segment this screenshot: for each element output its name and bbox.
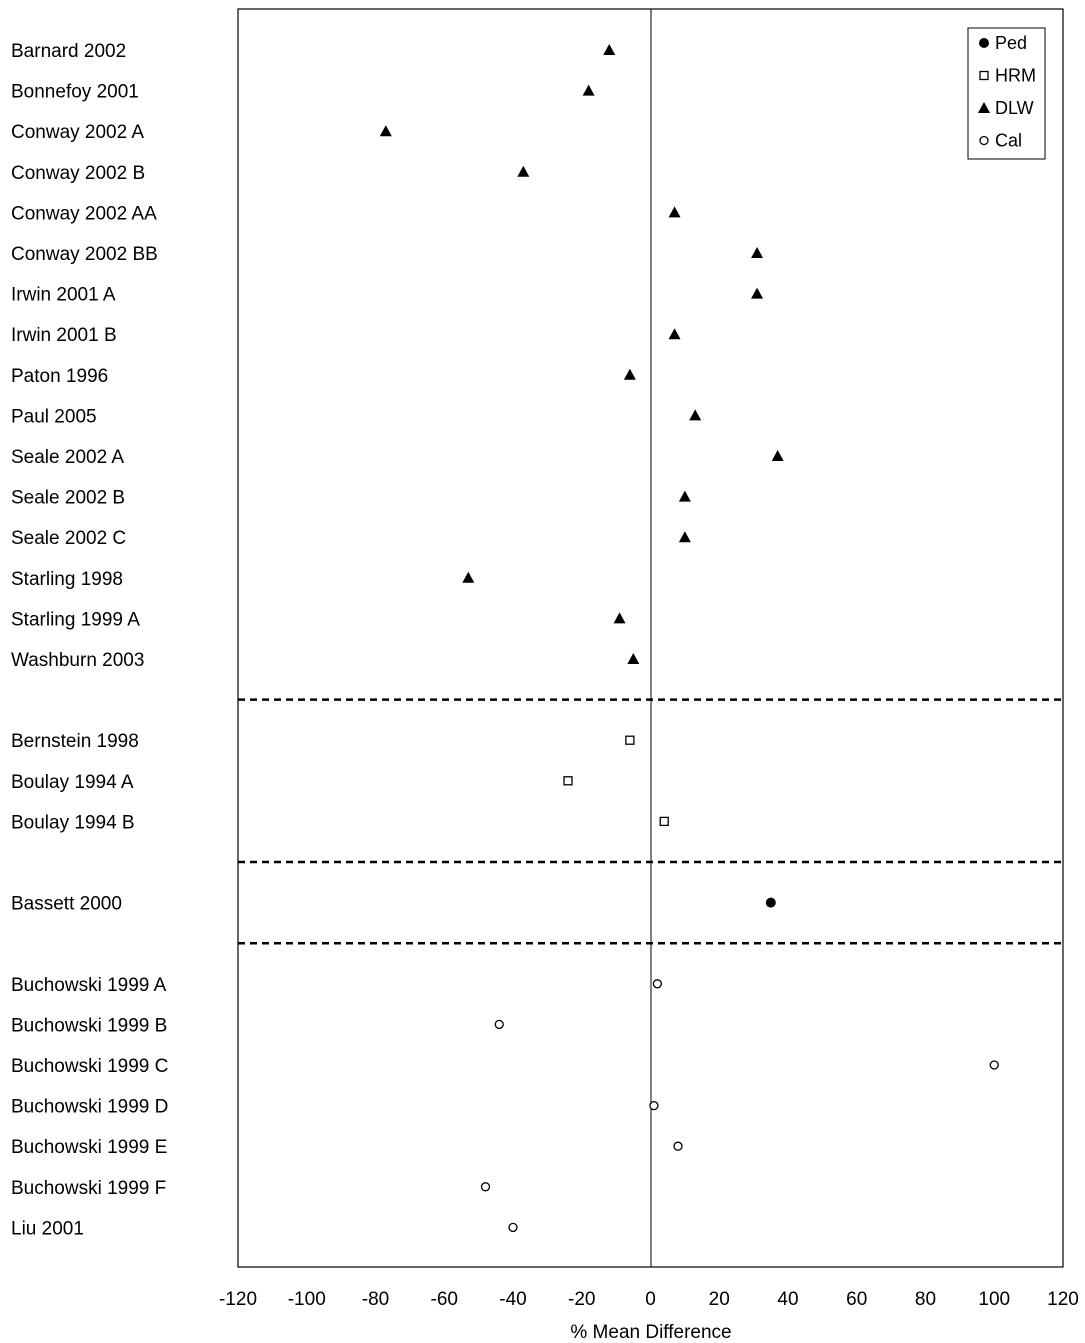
study-label: Conway 2002 BB [11,244,158,265]
x-tick-label: 100 [978,1289,1010,1310]
point-cal-marker [480,1182,491,1192]
x-tick-label: 0 [645,1289,656,1310]
study-label: Irwin 2001 A [11,285,116,306]
x-axis-ticks: -120 -100 -80 -60 -40 -20 0 20 40 60 80 100 120 [219,1289,1079,1310]
point-hrm-marker [659,816,669,827]
study-label: Buchowski 1999 B [11,1015,167,1036]
point-cal-marker [649,1100,659,1111]
point-dlw-marker [771,450,784,461]
study-label: Buchowski 1999 F [11,1178,166,1199]
legend-cal-marker [979,135,989,146]
point-dlw-marker [603,44,616,55]
study-label: Conway 2002 AA [11,203,157,224]
study-label: Washburn 2003 [11,650,144,671]
x-tick-label: 80 [915,1289,936,1310]
legend-label: Ped [995,33,1027,53]
x-tick-label: -20 [568,1289,595,1310]
legend-label: DLW [995,98,1034,118]
point-dlw-marker [379,125,392,137]
study-label: Bonnefoy 2001 [11,82,139,103]
x-tick-label: -60 [431,1289,458,1310]
point-cal-marker [673,1141,683,1151]
point-dlw-marker [678,490,691,502]
point-dlw-marker [689,409,702,421]
study-label: Buchowski 1999 D [11,1097,168,1118]
study-label: Barnard 2002 [11,41,126,62]
x-tick-label: -120 [219,1289,257,1310]
study-label: Seale 2002 A [11,447,124,468]
study-label: Boulay 1994 A [11,772,134,793]
point-dlw-marker [613,612,626,624]
point-dlw-marker [627,653,640,664]
study-label: Paton 1996 [11,366,108,387]
x-tick-label: -100 [288,1289,326,1310]
study-label: Starling 1998 [11,569,123,590]
legend-dlw-marker [978,102,990,113]
legend: Ped HRM DLW Cal [967,27,1046,160]
point-dlw-marker [582,84,595,96]
point-dlw-marker [517,165,530,177]
x-tick-label: 60 [846,1289,867,1310]
x-tick-label: 120 [1047,1289,1079,1310]
data-markers [379,44,999,1233]
point-dlw-marker [462,571,475,583]
point-dlw-marker [751,287,764,299]
point-dlw-marker [668,328,681,340]
point-dlw-marker [678,531,691,543]
study-label: Seale 2002 B [11,488,125,509]
study-label: Buchowski 1999 E [11,1137,167,1158]
point-cal-marker [652,979,663,989]
x-tick-label: -80 [362,1289,389,1310]
point-cal-marker [508,1222,518,1233]
study-label: Bassett 2000 [11,894,122,915]
legend-ped-marker [979,38,989,48]
point-ped-marker [765,897,776,908]
study-label: Conway 2002 A [11,122,144,143]
study-label: Paul 2005 [11,406,97,427]
study-label: Conway 2002 B [11,163,145,184]
legend-label: HRM [995,66,1036,86]
point-hrm-marker [625,735,635,745]
legend-label: Cal [995,131,1022,151]
x-tick-label: 40 [777,1289,798,1310]
point-cal-marker [989,1060,999,1070]
study-label: Starling 1999 A [11,609,140,630]
point-hrm-marker [563,776,573,786]
x-tick-label: -40 [499,1289,526,1310]
x-tick-label: 20 [709,1289,730,1310]
study-label: Buchowski 1999 C [11,1056,168,1077]
study-label: Bernstein 1998 [11,731,139,752]
study-label: Seale 2002 C [11,528,126,549]
study-labels: Barnard 2002 Bonnefoy 2001 Conway 2002 A Co… [11,41,168,1239]
point-dlw-marker [623,368,636,380]
legend-hrm-marker [979,70,989,81]
point-cal-marker [494,1019,504,1030]
point-dlw-marker [751,247,764,258]
study-label: Buchowski 1999 A [11,975,167,996]
study-label: Irwin 2001 B [11,325,117,346]
group-separators [238,698,1063,945]
study-label: Liu 2001 [11,1218,84,1239]
x-axis-title: % Mean Difference [570,1322,731,1343]
study-label: Boulay 1994 B [11,812,135,833]
point-dlw-marker [668,206,681,218]
